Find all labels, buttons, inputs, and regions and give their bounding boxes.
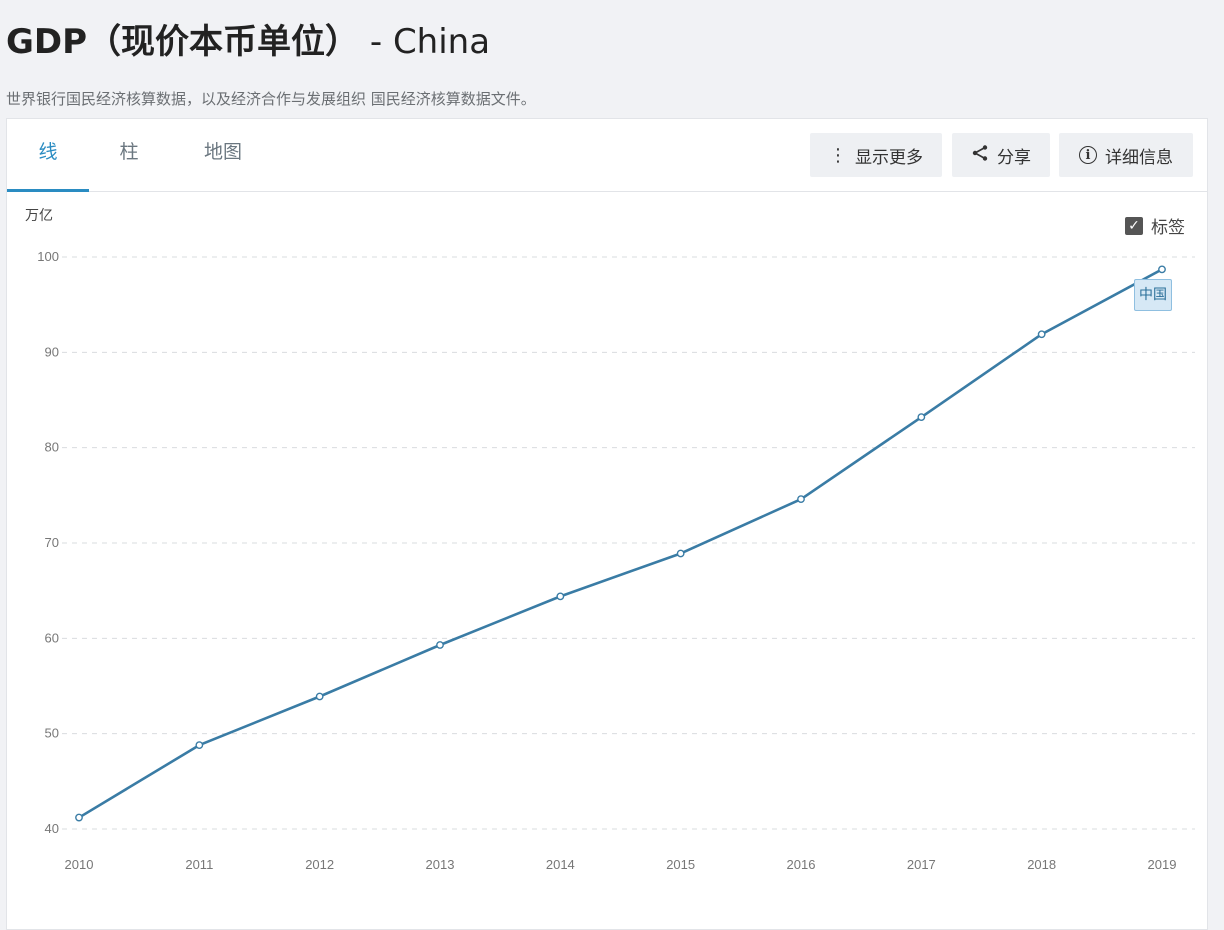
share-button[interactable]: 分享 bbox=[952, 133, 1050, 177]
labels-toggle[interactable]: ✓ 标签 bbox=[1125, 213, 1185, 238]
data-point bbox=[315, 692, 324, 701]
x-tick-label: 2010 bbox=[65, 857, 94, 872]
tab-bar-chart[interactable]: 柱 bbox=[119, 141, 139, 163]
x-tick-label: 2011 bbox=[185, 857, 213, 872]
y-tick-label: 70 bbox=[45, 535, 59, 550]
info-icon: i bbox=[1079, 146, 1097, 164]
x-tick-label: 2013 bbox=[426, 857, 455, 872]
more-vertical-icon: ⋮ bbox=[829, 144, 847, 166]
tab-line[interactable]: 线 bbox=[7, 119, 89, 192]
data-point bbox=[797, 495, 805, 504]
line-chart: 40 50 60 70 80 90 100 2010 2011 2012 2013 2014 2015 2… bbox=[37, 249, 1195, 872]
data-point bbox=[556, 592, 565, 601]
checkbox-checked-icon[interactable]: ✓ bbox=[1125, 216, 1143, 235]
tab-map[interactable]: 地图 bbox=[203, 141, 242, 163]
y-tick-label: 100 bbox=[37, 249, 59, 264]
x-tick-label: 2017 bbox=[907, 857, 936, 872]
labels-toggle-label: 标签 bbox=[1151, 218, 1185, 238]
y-tick-label: 90 bbox=[45, 344, 59, 359]
data-point bbox=[917, 413, 926, 422]
x-tick-label: 2018 bbox=[1027, 857, 1056, 872]
x-tick-label: 2014 bbox=[546, 857, 575, 872]
y-axis-unit: 万亿 bbox=[25, 208, 53, 224]
y-tick-label: 50 bbox=[45, 726, 59, 741]
y-tick-label: 60 bbox=[45, 630, 59, 645]
data-point bbox=[676, 549, 685, 558]
series-label-china: 中国 bbox=[1134, 279, 1172, 311]
chart-card: 线 柱 地图 ⋮ 显示更多 分享 i 详细信息 万亿 ✓ bbox=[6, 118, 1208, 930]
data-point bbox=[1158, 265, 1166, 274]
page-subtitle: 世界银行国民经济核算数据，以及经济合作与发展组织 国民经济核算数据文件。 bbox=[6, 90, 536, 108]
show-more-label: 显示更多 bbox=[855, 147, 923, 168]
y-tick-label: 80 bbox=[45, 440, 59, 455]
x-tick-label: 2016 bbox=[787, 857, 816, 872]
series-line bbox=[78, 268, 1163, 819]
y-tick-label: 40 bbox=[45, 821, 59, 836]
x-tick-label: 2019 bbox=[1148, 857, 1177, 872]
data-point bbox=[195, 741, 204, 750]
share-label: 分享 bbox=[997, 147, 1031, 168]
page-title-main: GDP（现价本币单位） bbox=[6, 22, 360, 62]
data-point bbox=[436, 641, 444, 649]
data-point bbox=[75, 813, 83, 822]
share-icon bbox=[971, 144, 989, 167]
x-tick-label: 2012 bbox=[305, 857, 334, 872]
x-tick-label: 2015 bbox=[666, 857, 695, 872]
page-title: GDP（现价本币单位） - China bbox=[6, 14, 490, 63]
tab-bar: 线 柱 地图 ⋮ 显示更多 分享 i 详细信息 bbox=[7, 119, 1207, 192]
details-label: 详细信息 bbox=[1105, 147, 1173, 168]
data-point bbox=[1037, 330, 1046, 339]
show-more-button[interactable]: ⋮ 显示更多 bbox=[810, 133, 942, 177]
details-button[interactable]: i 详细信息 bbox=[1059, 133, 1193, 177]
page-title-country: - China bbox=[359, 22, 491, 62]
